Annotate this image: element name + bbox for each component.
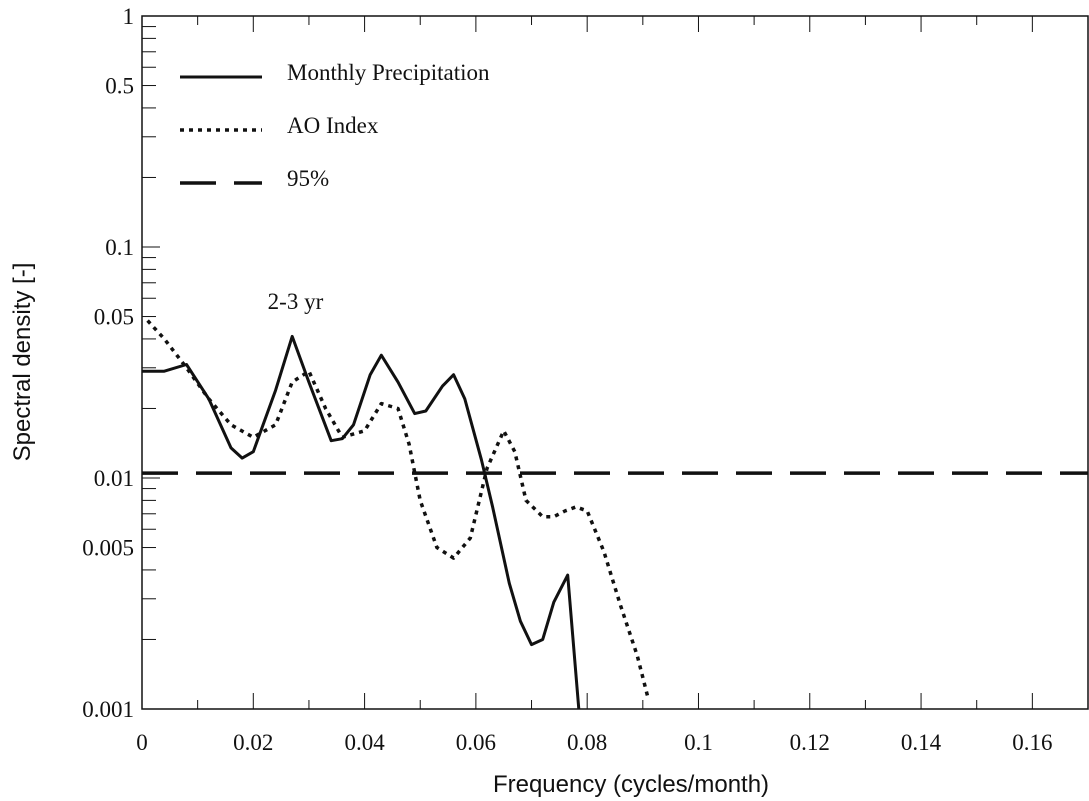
y-tick-label: 0.001 <box>82 697 134 722</box>
y-tick-label: 0.01 <box>94 466 134 491</box>
x-tick-label: 0.04 <box>344 730 385 755</box>
x-axis-ticks: 0 0.02 0.04 0.06 0.08 0.1 0.12 0.14 0.16 <box>136 16 1089 755</box>
x-tick-label: 0.02 <box>233 730 273 755</box>
x-axis-title: Frequency (cycles/month) <box>493 771 769 798</box>
x-tick-label: 0.08 <box>567 730 607 755</box>
series-line-1 <box>142 334 581 710</box>
legend: Monthly Precipitation AO Index 95% <box>180 60 490 191</box>
series-layer <box>142 319 1088 710</box>
x-tick-label: 0.06 <box>456 730 496 755</box>
y-axis-title: Spectral density [-] <box>9 263 36 462</box>
x-tick-label: 0 <box>136 730 148 755</box>
series-line-2 <box>146 319 651 700</box>
annotation-2-3yr: 2-3 yr <box>268 289 324 314</box>
plot-frame <box>141 15 1089 710</box>
y-axis-ticks: 0.001 0.005 0.01 0.05 0.1 0.5 1 <box>82 4 160 722</box>
x-tick-label: 0.12 <box>790 730 830 755</box>
x-tick-label: 0.1 <box>684 730 713 755</box>
y-tick-label: 0.5 <box>105 74 134 99</box>
legend-label: Monthly Precipitation <box>287 60 490 85</box>
y-tick-label: 0.1 <box>105 235 134 260</box>
legend-label: AO Index <box>287 113 379 138</box>
y-tick-label: 0.005 <box>82 536 134 561</box>
y-tick-label: 0.05 <box>94 305 134 330</box>
legend-label: 95% <box>287 166 329 191</box>
x-tick-label: 0.16 <box>1012 730 1052 755</box>
y-tick-label: 1 <box>123 4 135 29</box>
x-tick-label: 0.14 <box>901 730 942 755</box>
